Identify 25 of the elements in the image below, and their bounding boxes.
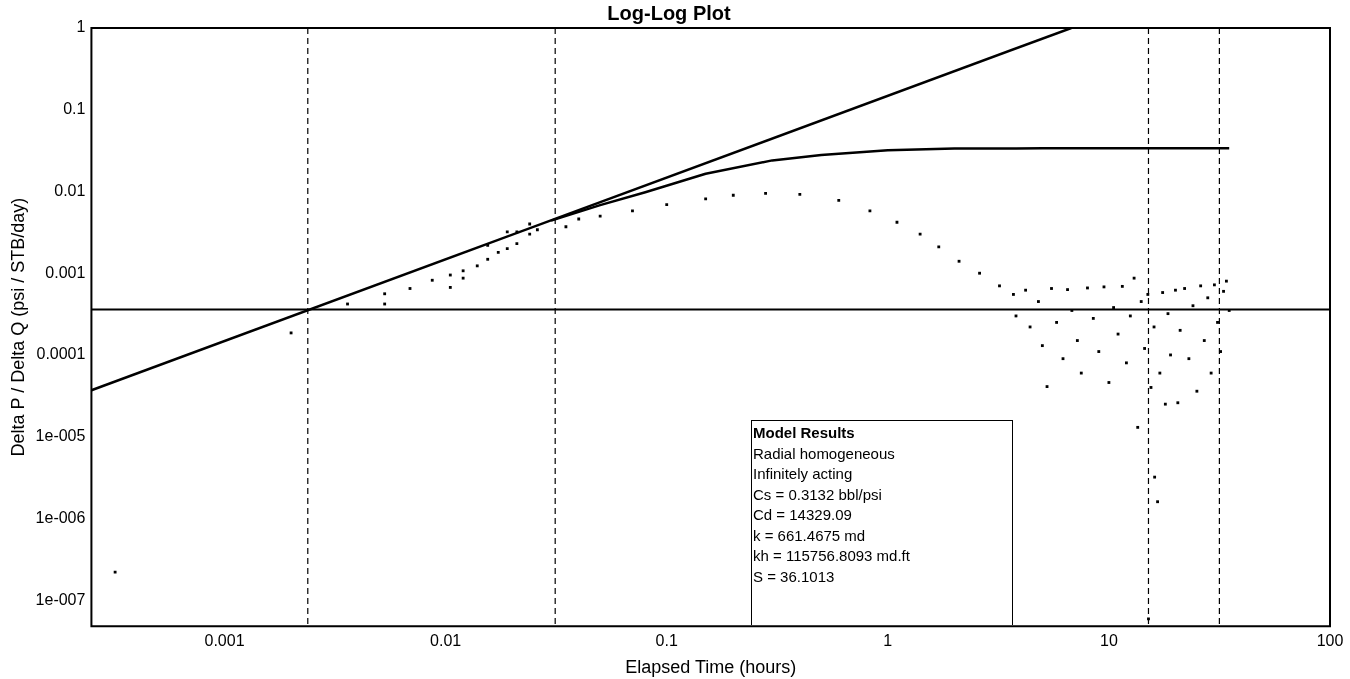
annotation: Model Results (753, 423, 856, 443)
annotation: S = 36.1013 (753, 566, 836, 587)
annotation: k = 661.4675 md (753, 525, 867, 546)
y-axis-title: Delta P / Delta Q (psi / STB/day) (7, 197, 28, 457)
chart-title: Log-Log Plot (607, 1, 731, 24)
y-tick-label: 0.01 (54, 181, 86, 199)
y-tick-label: 0.001 (45, 263, 86, 281)
x-tick-label: 0.1 (655, 632, 678, 650)
x-tick-label: 100 (1316, 632, 1344, 650)
annotation: kh = 115756.8093 md.ft (753, 546, 911, 566)
annotation: Cd = 14329.09 (753, 505, 853, 525)
y-tick-label: 1e-006 (35, 508, 86, 526)
x-tick-label: 0.01 (430, 632, 462, 650)
y-tick-label: 1e-005 (35, 427, 86, 445)
y-tick-label: 0.0001 (36, 345, 86, 363)
annotation: Infinitely acting (753, 464, 854, 484)
x-axis-title: Elapsed Time (hours) (625, 657, 797, 678)
y-tick-label: 0.1 (63, 100, 86, 118)
annotation: Cs = 0.3132 bbl/psi (753, 484, 883, 505)
x-tick-label: 10 (1100, 632, 1118, 650)
x-tick-label: 0.001 (204, 632, 245, 650)
x-tick-label: 1 (883, 632, 893, 650)
y-tick-label: 1 (76, 18, 86, 36)
y-tick-label: 1e-007 (35, 590, 86, 608)
annotation: Radial homogeneous (753, 443, 896, 464)
